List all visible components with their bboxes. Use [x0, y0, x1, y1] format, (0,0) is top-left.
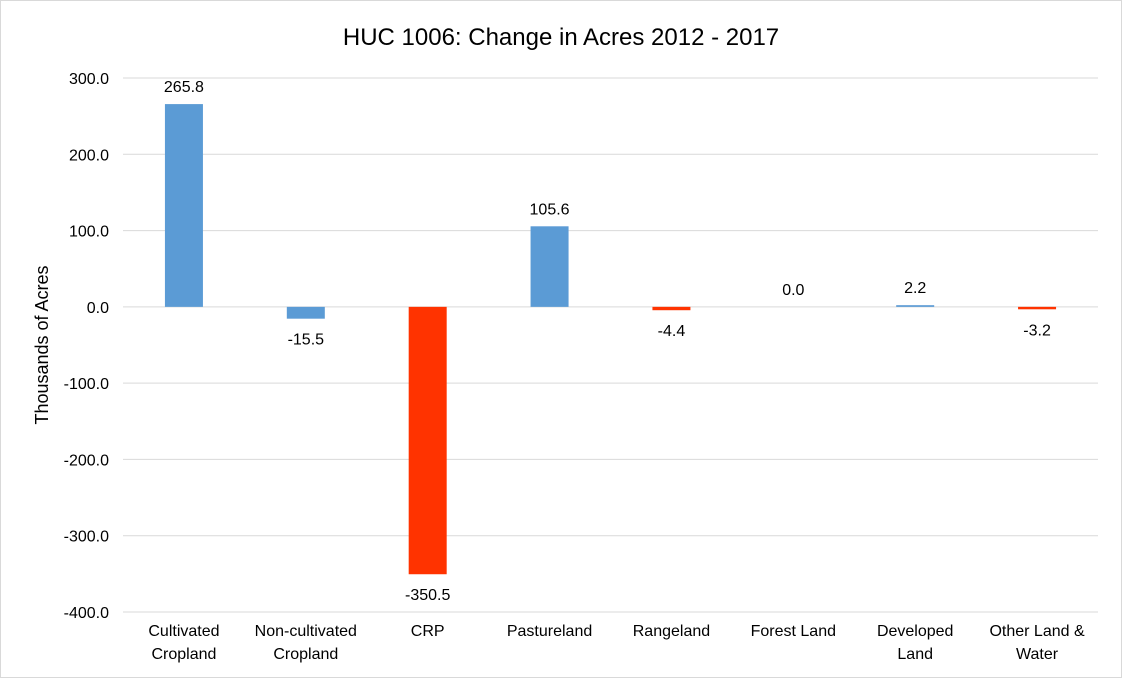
bar [286, 306, 325, 319]
bar [896, 305, 935, 307]
bar [1018, 306, 1057, 310]
y-tick-label: 200.0 [69, 147, 109, 164]
data-label: 0.0 [782, 282, 804, 299]
y-tick-label: -400.0 [64, 605, 109, 622]
category-label-line: CRP [411, 623, 445, 640]
data-label: -350.5 [405, 587, 450, 604]
y-tick-label: -300.0 [64, 529, 109, 546]
category-label-line: Forest Land [751, 623, 836, 640]
category-label: Non-cultivated Cropland [255, 623, 357, 663]
bar [408, 306, 447, 575]
data-label: -3.2 [1023, 322, 1051, 339]
category-label-line: Rangeland [633, 623, 710, 640]
y-axis-label: Thousands of Acres [32, 265, 52, 424]
category-label: Rangeland [633, 623, 710, 640]
bar [164, 104, 203, 307]
category-label: CRP [411, 623, 445, 640]
y-tick-label: -100.0 [64, 376, 109, 393]
category-label-line: Cultivated [148, 623, 219, 640]
y-tick-label: 0.0 [87, 300, 109, 317]
y-axis-ticks: 300.0 200.0 100.0 0.0 -100.0 -200.0 -300.0 -400… [64, 71, 109, 622]
data-labels: 265.8 -15.5 -350.5 105.6 -4.4 0.0 2.2 -3.2 [164, 79, 1051, 604]
category-label: Developed Land [877, 623, 954, 663]
bar [652, 306, 691, 311]
category-label-line: Developed [877, 623, 954, 640]
data-label: -4.4 [658, 323, 686, 340]
category-label-line: Non-cultivated [255, 623, 357, 640]
data-label: 105.6 [530, 201, 570, 218]
data-label: 265.8 [164, 79, 204, 96]
y-tick-label: -200.0 [64, 452, 109, 469]
y-tick-label: 300.0 [69, 71, 109, 88]
y-tick-label: 100.0 [69, 224, 109, 241]
chart-title: HUC 1006: Change in Acres 2012 - 2017 [343, 24, 779, 51]
data-label: -15.5 [288, 332, 325, 349]
bar [530, 226, 569, 307]
category-label-line: Cropland [151, 646, 216, 663]
category-label-line: Cropland [273, 646, 338, 663]
category-label: Other Land & Water [989, 623, 1085, 663]
category-label: Forest Land [751, 623, 836, 640]
category-label-line: Other Land & [989, 623, 1085, 640]
category-label: Cultivated Cropland [148, 623, 219, 663]
category-label-line: Land [897, 646, 933, 663]
category-label-line: Pastureland [507, 623, 592, 640]
category-label-line: Water [1016, 646, 1059, 663]
category-label: Pastureland [507, 623, 592, 640]
data-label: 2.2 [904, 280, 926, 297]
bars [164, 104, 1057, 575]
category-labels: Cultivated Cropland Non-cultivated Cropland… [148, 623, 1085, 663]
gridlines [123, 77, 1098, 613]
